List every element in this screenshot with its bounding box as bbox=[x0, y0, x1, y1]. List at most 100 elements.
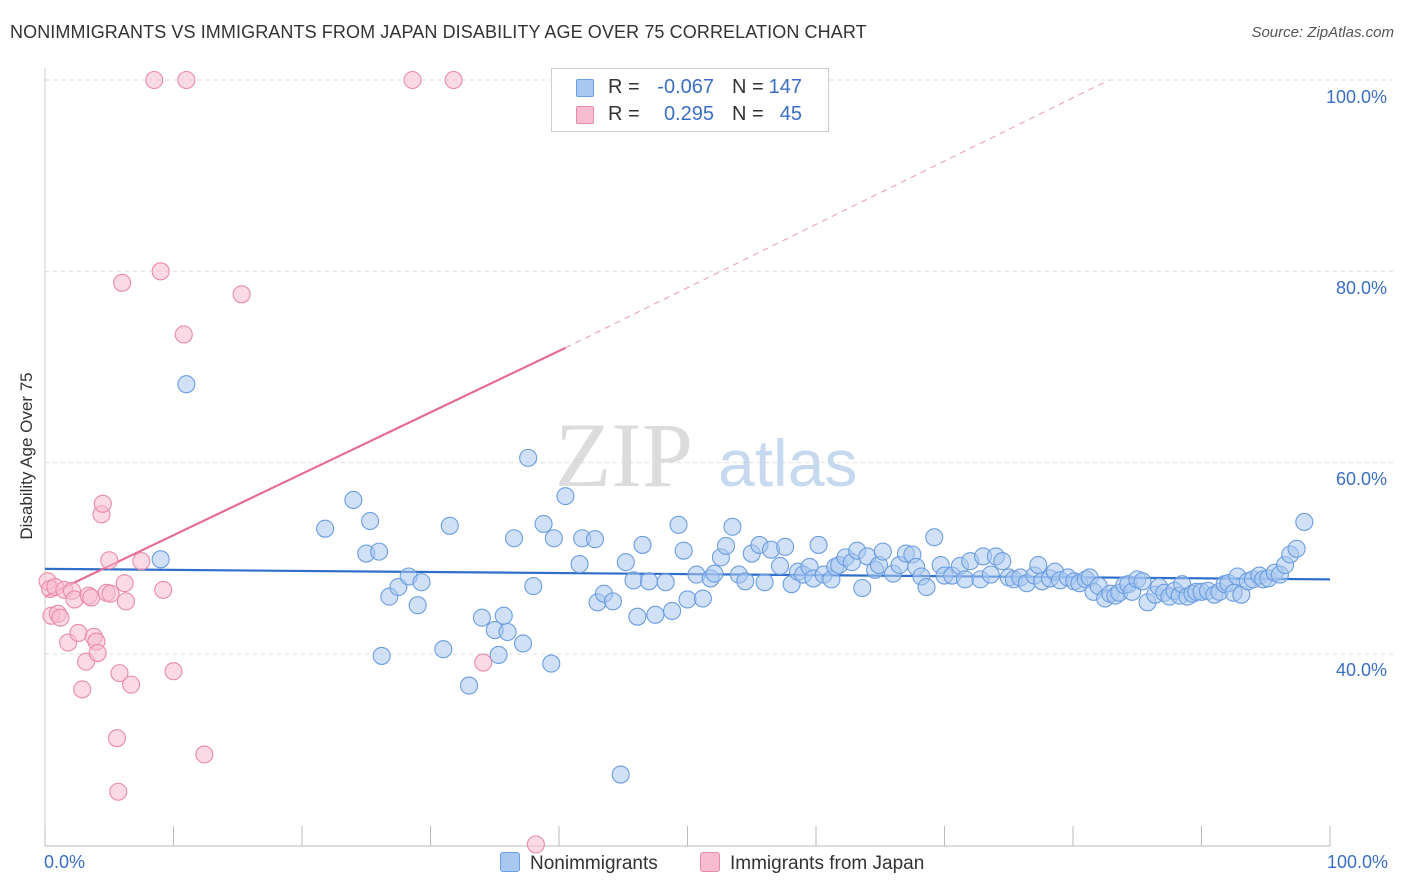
data-point-nonimmigrants bbox=[542, 654, 561, 673]
data-point-immigrants-japan bbox=[69, 623, 88, 643]
data-point-nonimmigrants bbox=[408, 596, 427, 615]
data-point-nonimmigrants bbox=[472, 608, 491, 627]
data-point-immigrants-japan bbox=[132, 552, 151, 571]
data-point-nonimmigrants bbox=[925, 528, 944, 547]
data-point-nonimmigrants bbox=[412, 573, 431, 592]
data-point-immigrants-japan bbox=[444, 70, 463, 90]
y-axis-title: Disability Age Over 75 bbox=[17, 372, 36, 539]
data-point-nonimmigrants bbox=[646, 605, 665, 624]
legend-r-value: 0.295 bbox=[663, 103, 714, 125]
data-point-nonimmigrants bbox=[656, 573, 675, 592]
legend-row-immigrants-japan: R = 0.295 N = 45 bbox=[552, 102, 828, 128]
legend-n-value: 147 bbox=[768, 76, 802, 98]
data-point-nonimmigrants bbox=[544, 529, 563, 548]
data-point-immigrants-japan bbox=[232, 285, 251, 304]
data-point-immigrants-japan bbox=[93, 494, 112, 513]
data-point-nonimmigrants bbox=[489, 645, 508, 665]
data-point-nonimmigrants bbox=[513, 634, 533, 653]
data-point-nonimmigrants bbox=[316, 519, 335, 538]
data-point-nonimmigrants bbox=[1295, 512, 1314, 532]
y-tick-100: 100.0% bbox=[1326, 87, 1388, 107]
watermark-atlas: atlas bbox=[718, 426, 857, 500]
data-point-nonimmigrants bbox=[498, 622, 517, 642]
series-nonimmigrants bbox=[151, 375, 1314, 784]
data-point-nonimmigrants bbox=[809, 535, 828, 554]
data-point-nonimmigrants bbox=[674, 541, 693, 560]
legend-swatch-pink bbox=[576, 106, 594, 124]
correlation-legend: R = -0.067 N = 147 R = 0.295 N = 45 bbox=[551, 68, 829, 132]
data-point-nonimmigrants bbox=[361, 511, 380, 531]
data-point-immigrants-japan bbox=[177, 70, 196, 90]
data-point-immigrants-japan bbox=[151, 262, 170, 281]
data-point-nonimmigrants bbox=[639, 572, 659, 591]
watermark: ZIP atlas bbox=[555, 404, 857, 506]
bottom-legend-label: Immigrants from Japan bbox=[730, 853, 925, 874]
data-point-nonimmigrants bbox=[669, 515, 688, 534]
watermark-zip: ZIP bbox=[555, 404, 693, 506]
legend-n-label: N = bbox=[732, 76, 764, 98]
data-point-immigrants-japan bbox=[110, 664, 129, 683]
data-point-immigrants-japan bbox=[195, 745, 214, 764]
data-point-nonimmigrants bbox=[705, 564, 724, 583]
bottom-legend-label: Nonimmigrants bbox=[530, 853, 658, 874]
data-point-nonimmigrants bbox=[736, 572, 755, 591]
legend-n-value: 45 bbox=[779, 103, 802, 125]
data-point-nonimmigrants bbox=[956, 570, 975, 589]
legend-row-nonimmigrants: R = -0.067 N = 147 bbox=[552, 75, 828, 101]
chart-title: NONIMMIGRANTS VS IMMIGRANTS FROM JAPAN D… bbox=[10, 22, 867, 42]
data-point-immigrants-japan bbox=[403, 70, 422, 90]
data-point-immigrants-japan bbox=[526, 835, 545, 854]
data-point-nonimmigrants bbox=[981, 565, 1000, 584]
data-point-nonimmigrants bbox=[372, 646, 391, 665]
trend-line-immigrants-japan-extension bbox=[565, 79, 1110, 349]
legend-r-label: R = bbox=[608, 76, 640, 98]
axes bbox=[44, 68, 1331, 847]
x-axis-max: 100.0% bbox=[1327, 852, 1389, 872]
data-point-immigrants-japan bbox=[113, 273, 132, 292]
data-point-immigrants-japan bbox=[116, 592, 136, 611]
y-tick-80: 80.0% bbox=[1336, 278, 1388, 298]
data-point-immigrants-japan bbox=[174, 325, 193, 344]
data-point-nonimmigrants bbox=[678, 590, 697, 609]
trend-line-immigrants-japan bbox=[44, 346, 566, 598]
data-point-nonimmigrants bbox=[459, 676, 479, 695]
data-point-immigrants-japan bbox=[122, 675, 141, 694]
data-point-nonimmigrants bbox=[585, 530, 605, 549]
data-point-nonimmigrants bbox=[993, 552, 1012, 571]
data-point-nonimmigrants bbox=[570, 555, 589, 574]
y-tick-60: 60.0% bbox=[1336, 469, 1388, 489]
data-point-immigrants-japan bbox=[145, 70, 164, 90]
data-point-nonimmigrants bbox=[1287, 539, 1306, 558]
data-point-immigrants-japan bbox=[100, 551, 119, 570]
data-point-nonimmigrants bbox=[494, 606, 513, 625]
data-point-nonimmigrants bbox=[519, 448, 538, 467]
data-point-immigrants-japan bbox=[82, 588, 101, 607]
bottom-legend-immigrants-japan: Immigrants from Japan bbox=[700, 852, 924, 875]
y-tick-40: 40.0% bbox=[1336, 660, 1388, 680]
data-point-immigrants-japan bbox=[115, 574, 134, 593]
trend-lines bbox=[44, 79, 1331, 598]
source-label: Source: ZipAtlas.com bbox=[1251, 24, 1394, 41]
data-point-nonimmigrants bbox=[693, 589, 712, 608]
data-point-immigrants-japan bbox=[109, 782, 128, 801]
data-point-nonimmigrants bbox=[633, 535, 652, 554]
x-axis-min: 0.0% bbox=[44, 852, 86, 872]
data-point-nonimmigrants bbox=[723, 517, 742, 536]
data-point-nonimmigrants bbox=[853, 578, 872, 598]
data-point-nonimmigrants bbox=[1029, 555, 1048, 575]
data-point-nonimmigrants bbox=[151, 550, 170, 569]
data-point-nonimmigrants bbox=[534, 514, 553, 533]
data-point-nonimmigrants bbox=[716, 536, 736, 555]
data-point-nonimmigrants bbox=[344, 490, 363, 510]
data-point-nonimmigrants bbox=[616, 553, 635, 572]
data-point-nonimmigrants bbox=[177, 375, 196, 394]
legend-swatch-blue bbox=[576, 79, 594, 97]
data-point-immigrants-japan bbox=[474, 653, 493, 672]
bottom-legend-swatch-pink bbox=[700, 852, 720, 872]
data-point-nonimmigrants bbox=[873, 542, 892, 561]
data-point-nonimmigrants bbox=[556, 487, 575, 506]
data-point-nonimmigrants bbox=[434, 640, 453, 659]
data-point-nonimmigrants bbox=[370, 542, 389, 561]
data-point-nonimmigrants bbox=[611, 765, 630, 784]
legend-r-label: R = bbox=[608, 103, 640, 125]
